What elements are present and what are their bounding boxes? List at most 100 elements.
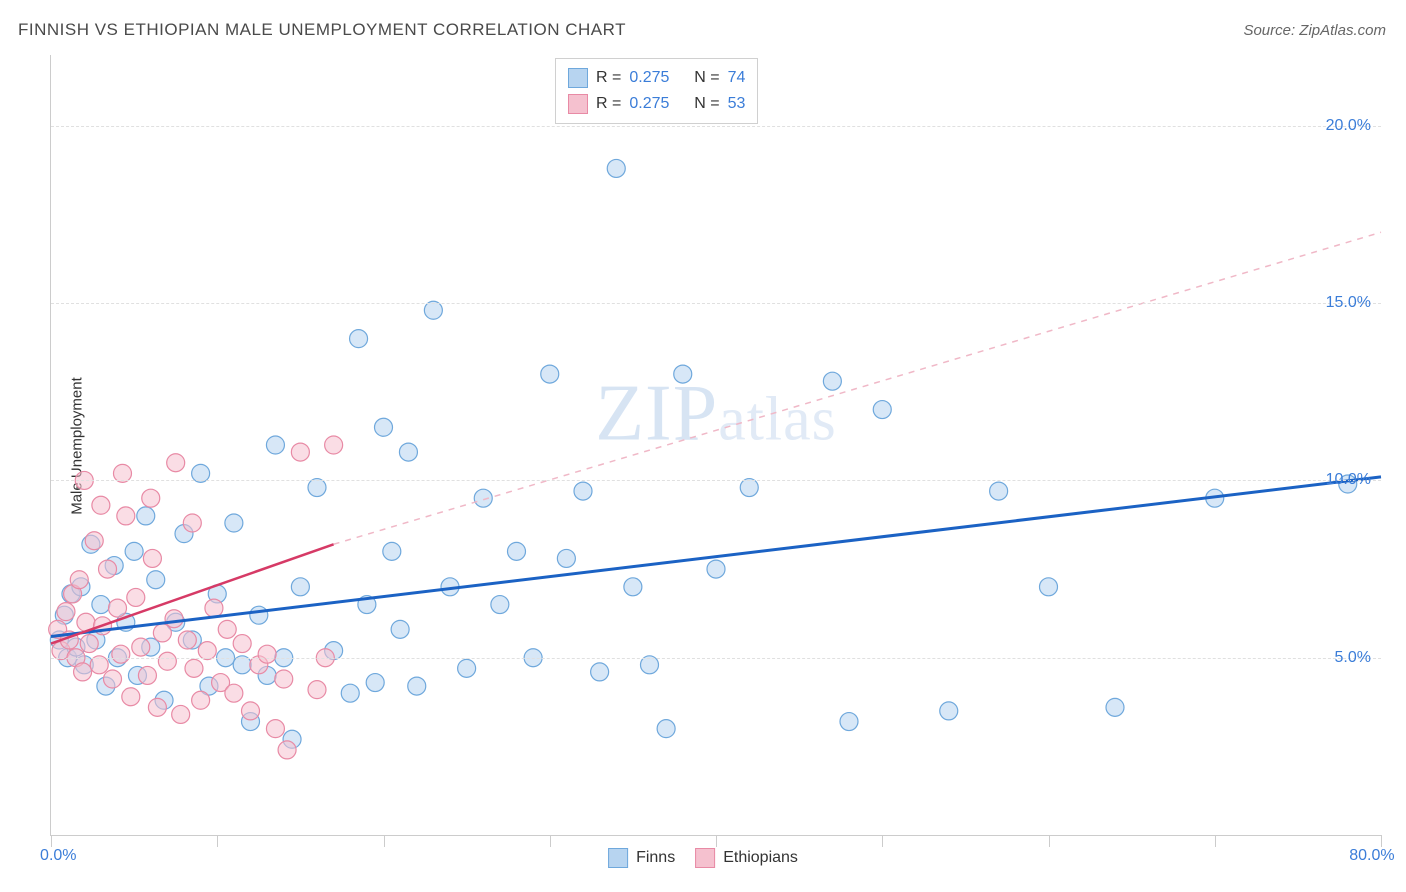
scatter-point [142,489,160,507]
scatter-point [172,705,190,723]
scatter-point [137,507,155,525]
scatter-point [940,702,958,720]
scatter-point [225,514,243,532]
scatter-point [183,514,201,532]
stat-n-value: 53 [728,91,746,117]
stat-r-value: 0.275 [629,91,669,117]
legend-item: Finns [608,848,675,868]
x-tick [384,835,385,847]
scatter-point [104,670,122,688]
scatter-point [167,454,185,472]
trend-line [51,477,1381,637]
y-tick-label: 15.0% [1326,294,1371,312]
scatter-point [607,159,625,177]
scatter-point [1106,698,1124,716]
legend-swatch [695,848,715,868]
scatter-point [399,443,417,461]
scatter-point [225,684,243,702]
stats-row: R = 0.275 N = 53 [568,91,745,117]
y-tick-label: 5.0% [1335,649,1371,667]
scatter-point [109,599,127,617]
scatter-point [70,571,88,589]
scatter-point [278,741,296,759]
scatter-point [391,620,409,638]
scatter-point [127,588,145,606]
trend-line-solid [51,544,334,643]
stats-legend-box: R = 0.275 N = 74R = 0.275 N = 53 [555,58,758,124]
scatter-point [341,684,359,702]
scatter-point [205,599,223,617]
gridline [51,303,1381,304]
scatter-svg [51,55,1381,835]
scatter-point [350,330,368,348]
scatter-point [218,620,236,638]
scatter-point [266,720,284,738]
legend-swatch [568,94,588,114]
x-tick [1381,835,1382,847]
scatter-point [242,702,260,720]
scatter-point [291,578,309,596]
scatter-point [508,542,526,560]
plot-area: ZIPatlas 0.0% 80.0% 5.0%10.0%15.0%20.0% [50,55,1381,836]
scatter-point [250,606,268,624]
scatter-point [275,670,293,688]
scatter-point [707,560,725,578]
scatter-point [366,674,384,692]
x-tick [217,835,218,847]
legend-label: Ethiopians [723,849,798,867]
scatter-point [840,713,858,731]
stat-r-value: 0.275 [629,65,669,91]
scatter-point [408,677,426,695]
scatter-point [112,645,130,663]
stat-n-value: 74 [728,65,746,91]
scatter-point [233,635,251,653]
scatter-point [574,482,592,500]
scatter-point [1040,578,1058,596]
scatter-point [85,532,103,550]
scatter-point [138,666,156,684]
bottom-legend: Finns Ethiopians [608,848,798,868]
scatter-point [624,578,642,596]
scatter-point [99,560,117,578]
scatter-point [92,596,110,614]
x-tick [882,835,883,847]
scatter-point [657,720,675,738]
x-tick-first: 0.0% [40,847,76,865]
scatter-point [474,489,492,507]
scatter-point [308,681,326,699]
legend-item: Ethiopians [695,848,798,868]
legend-label: Finns [636,849,675,867]
scatter-point [132,638,150,656]
scatter-point [92,496,110,514]
stat-n-label: N = [694,65,719,91]
scatter-point [383,542,401,560]
x-tick-last: 80.0% [1349,847,1394,865]
scatter-point [325,436,343,454]
legend-swatch [608,848,628,868]
stat-r-label: R = [596,91,621,117]
scatter-point [541,365,559,383]
gridline [51,126,1381,127]
scatter-point [674,365,692,383]
scatter-point [873,401,891,419]
scatter-point [591,663,609,681]
scatter-point [158,652,176,670]
legend-swatch [568,68,588,88]
x-tick [716,835,717,847]
scatter-point [143,549,161,567]
gridline [51,480,1381,481]
scatter-point [148,698,166,716]
stat-n-label: N = [694,91,719,117]
x-tick [51,835,52,847]
scatter-point [491,596,509,614]
y-tick-label: 20.0% [1326,117,1371,135]
scatter-point [57,603,75,621]
x-tick [1215,835,1216,847]
scatter-point [458,659,476,677]
scatter-point [266,436,284,454]
scatter-point [122,688,140,706]
scatter-point [117,507,135,525]
chart-title: FINNISH VS ETHIOPIAN MALE UNEMPLOYMENT C… [18,20,626,40]
scatter-point [291,443,309,461]
scatter-point [125,542,143,560]
